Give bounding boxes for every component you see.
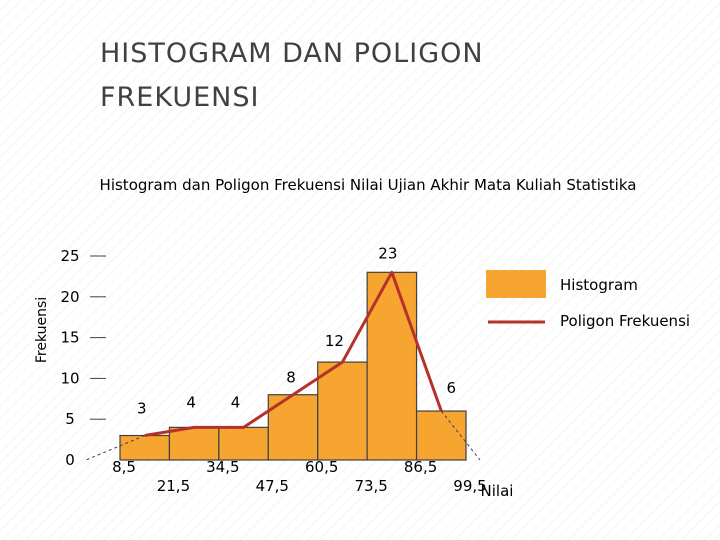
frequency-polygon-line — [144, 270, 443, 437]
y-tick-label: 5 — [65, 410, 75, 428]
y-tick-label: 25 — [60, 247, 79, 265]
x-tick-label: 99,5 — [453, 477, 486, 495]
x-tick-label: 60,5 — [305, 458, 338, 476]
legend: Histogram Poligon Frekuensi — [486, 270, 690, 330]
data-labels: 3 4 4 8 12 23 6 — [137, 244, 456, 417]
x-tick-label: 47,5 — [256, 477, 289, 495]
histogram-bar — [119, 434, 171, 461]
chart-title: Histogram dan Poligon Frekuensi Nilai Uj… — [100, 176, 637, 194]
y-tick-label: 15 — [60, 329, 79, 347]
histogram-bar — [168, 426, 220, 461]
x-tick-labels: 8,5 21,5 34,5 47,5 60,5 73,5 86,5 99,5 — [112, 458, 487, 495]
data-label: 4 — [186, 393, 196, 411]
data-label: 3 — [137, 400, 147, 418]
legend-histogram-label: Histogram — [560, 276, 638, 294]
x-tick-label: 86,5 — [404, 458, 437, 476]
frequency-polygon — [144, 270, 443, 437]
y-tick-label: 20 — [60, 288, 79, 306]
histogram-bar — [366, 271, 418, 461]
histogram-bar — [415, 410, 467, 461]
data-label: 6 — [447, 379, 457, 397]
legend-histogram-swatch — [486, 270, 546, 298]
x-tick-label: 34,5 — [206, 458, 239, 476]
data-label: 4 — [231, 393, 241, 411]
data-label: 8 — [286, 369, 296, 387]
x-tick-label: 73,5 — [354, 477, 387, 495]
y-tick-label: 10 — [60, 369, 79, 387]
data-label: 23 — [378, 244, 397, 262]
polygon-extension-right — [440, 410, 481, 461]
x-tick-label: 8,5 — [112, 458, 136, 476]
legend-polygon-label: Poligon Frekuensi — [560, 312, 690, 330]
slide-title: HISTOGRAM DAN POLIGON FREKUENSI — [100, 38, 484, 113]
histogram-bar — [317, 361, 368, 461]
y-axis-label: Frekuensi — [34, 297, 50, 363]
y-axis: 0 5 10 15 20 25 — [60, 247, 106, 469]
x-tick-label: 21,5 — [157, 477, 190, 495]
histogram-bars — [119, 271, 467, 461]
x-axis-label: Nilai — [481, 482, 514, 500]
polygon-extension-left — [85, 435, 145, 461]
histogram-bar — [218, 426, 269, 461]
y-tick-label: 0 — [65, 451, 75, 469]
polygon-extension-lines — [85, 410, 481, 461]
data-label: 12 — [325, 332, 344, 350]
